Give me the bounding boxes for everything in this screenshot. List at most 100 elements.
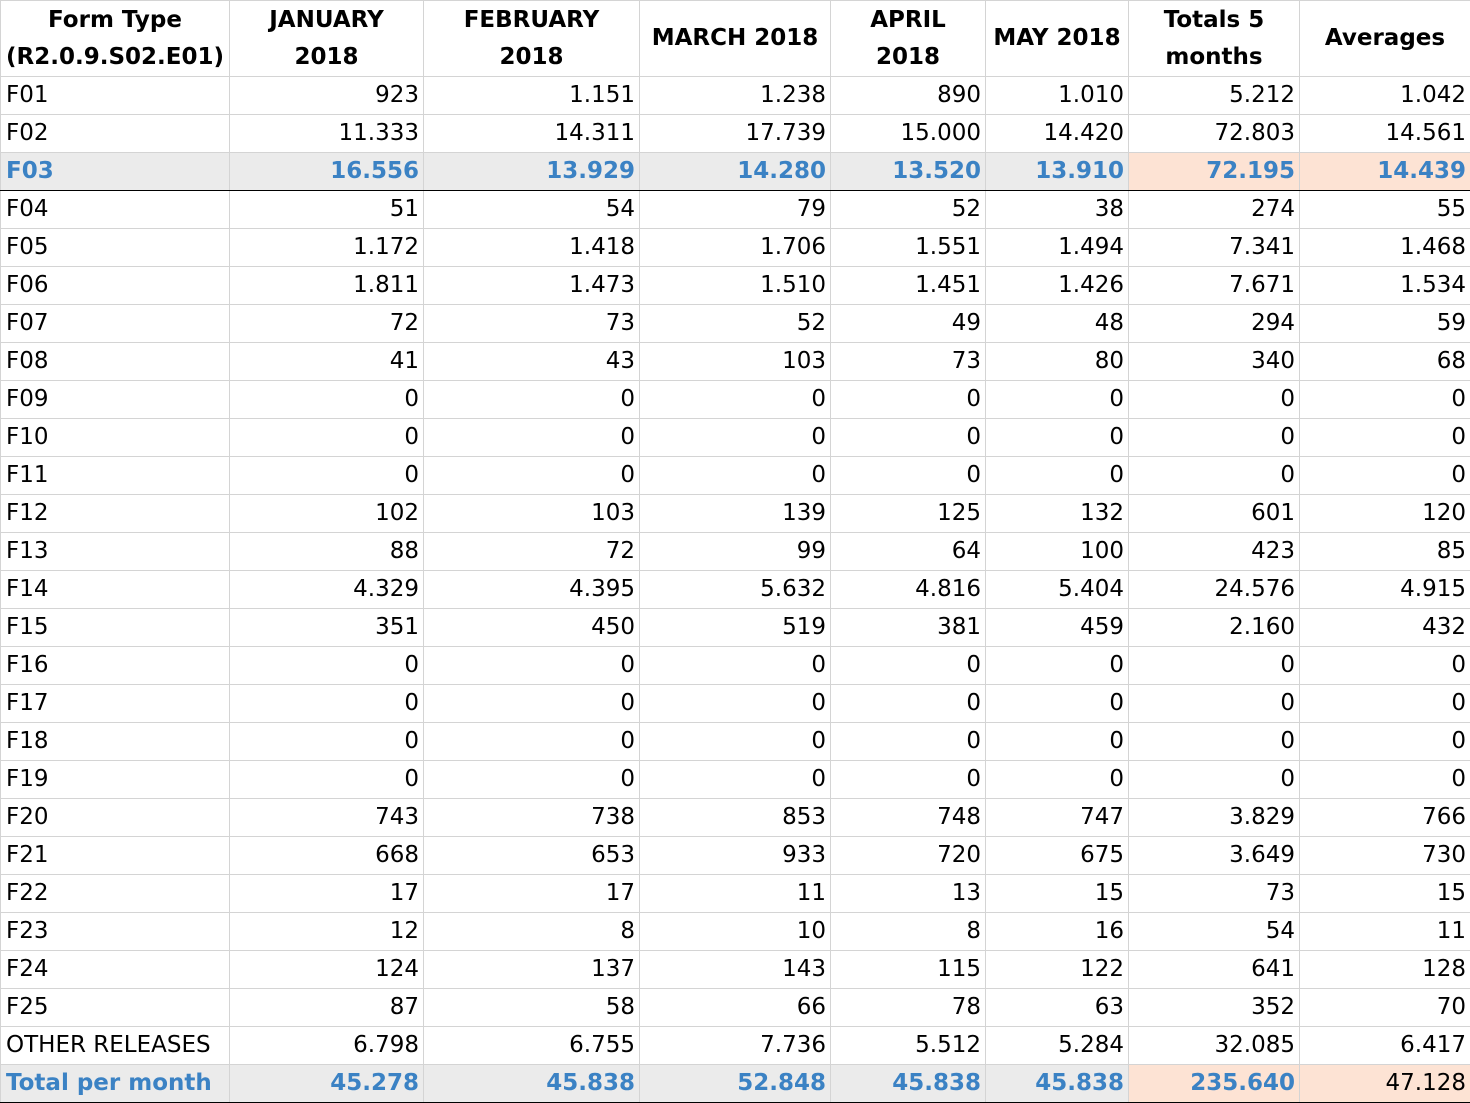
cell-value: 0 — [639, 380, 831, 419]
table-row: F14 4.329 4.395 5.632 4.816 5.404 24.576 4.915 — [0, 570, 1470, 609]
cell-value: 5.212 — [1128, 76, 1300, 115]
row-label: F15 — [0, 608, 230, 647]
row-label: F03 — [0, 152, 230, 191]
row-label: F07 — [0, 304, 230, 343]
cell-value: 0 — [985, 684, 1129, 723]
row-label: F18 — [0, 722, 230, 761]
row-label: F23 — [0, 912, 230, 951]
cell-value: 55 — [1299, 190, 1470, 229]
cell-value: 73 — [423, 304, 640, 343]
cell-value: 54 — [423, 190, 640, 229]
cell-value: 8 — [423, 912, 640, 951]
cell-value: 6.755 — [423, 1026, 640, 1065]
table-row: F08 41 43 103 73 80 340 68 — [0, 342, 1470, 381]
cell-value: 890 — [830, 76, 986, 115]
cell-value: 766 — [1299, 798, 1470, 837]
table-row: F13 88 72 99 64 100 423 85 — [0, 532, 1470, 571]
cell-value: 0 — [423, 722, 640, 761]
table-row: F21 668 653 933 720 675 3.649 730 — [0, 836, 1470, 875]
row-label: F19 — [0, 760, 230, 799]
cell-value: 7.671 — [1128, 266, 1300, 305]
cell-value: 24.576 — [1128, 570, 1300, 609]
cell-value: 423 — [1128, 532, 1300, 571]
cell-value: 14.561 — [1299, 114, 1470, 153]
cell-value: 0 — [830, 418, 986, 457]
cell-value: 58 — [423, 988, 640, 1027]
cell-value: 15 — [985, 874, 1129, 913]
cell-value: 923 — [229, 76, 424, 115]
cell-value: 0 — [229, 684, 424, 723]
table-row: F18 0 0 0 0 0 0 0 — [0, 722, 1470, 761]
cell-value: 137 — [423, 950, 640, 989]
cell-value: 1.426 — [985, 266, 1129, 305]
cell-value: 1.510 — [639, 266, 831, 305]
table-row: F11 0 0 0 0 0 0 0 — [0, 456, 1470, 495]
row-label: F01 — [0, 76, 230, 115]
cell-value: 72.803 — [1128, 114, 1300, 153]
cell-value: 14.280 — [639, 152, 831, 191]
cell-value: 0 — [639, 684, 831, 723]
cell-value: 15.000 — [830, 114, 986, 153]
cell-value: 1.238 — [639, 76, 831, 115]
cell-value: 5.404 — [985, 570, 1129, 609]
cell-value: 63 — [985, 988, 1129, 1027]
cell-value: 11.333 — [229, 114, 424, 153]
cell-value: 0 — [985, 646, 1129, 685]
cell-value: 3.829 — [1128, 798, 1300, 837]
cell-value: 1.551 — [830, 228, 986, 267]
cell-value: 0 — [1128, 380, 1300, 419]
cell-value: 99 — [639, 532, 831, 571]
total-value: 45.838 — [423, 1064, 640, 1103]
row-label: F20 — [0, 798, 230, 837]
table-row: F25 87 58 66 78 63 352 70 — [0, 988, 1470, 1027]
row-label: F12 — [0, 494, 230, 533]
row-label: F10 — [0, 418, 230, 457]
cell-value: 0 — [229, 722, 424, 761]
cell-value: 13.910 — [985, 152, 1129, 191]
table-row: F17 0 0 0 0 0 0 0 — [0, 684, 1470, 723]
header-may: MAY 2018 — [985, 0, 1129, 77]
cell-value: 14.420 — [985, 114, 1129, 153]
cell-value: 748 — [830, 798, 986, 837]
cell-value: 0 — [1299, 418, 1470, 457]
row-label: F11 — [0, 456, 230, 495]
cell-value: 72 — [229, 304, 424, 343]
table-row: F02 11.333 14.311 17.739 15.000 14.420 72.803 1… — [0, 114, 1470, 153]
cell-value: 16 — [985, 912, 1129, 951]
cell-value: 52 — [639, 304, 831, 343]
cell-value: 80 — [985, 342, 1129, 381]
row-label: F16 — [0, 646, 230, 685]
cell-value: 1.473 — [423, 266, 640, 305]
cell-value: 103 — [639, 342, 831, 381]
cell-value: 1.151 — [423, 76, 640, 115]
total-value: 235.640 — [1128, 1064, 1300, 1103]
cell-value: 48 — [985, 304, 1129, 343]
cell-value: 120 — [1299, 494, 1470, 533]
cell-value: 4.329 — [229, 570, 424, 609]
table-row: F23 12 8 10 8 16 54 11 — [0, 912, 1470, 951]
cell-value: 1.706 — [639, 228, 831, 267]
cell-value: 0 — [1299, 684, 1470, 723]
row-label: OTHER RELEASES — [0, 1026, 230, 1065]
cell-value: 0 — [423, 760, 640, 799]
cell-value: 1.468 — [1299, 228, 1470, 267]
total-label: Total per month — [0, 1064, 230, 1103]
cell-value: 0 — [423, 418, 640, 457]
cell-value: 0 — [985, 456, 1129, 495]
header-feb: FEBRUARY 2018 — [423, 0, 640, 77]
table-row: F15 351 450 519 381 459 2.160 432 — [0, 608, 1470, 647]
cell-value: 0 — [1128, 722, 1300, 761]
cell-value: 68 — [1299, 342, 1470, 381]
cell-value: 352 — [1128, 988, 1300, 1027]
cell-value: 0 — [639, 456, 831, 495]
row-label: F09 — [0, 380, 230, 419]
cell-value: 747 — [985, 798, 1129, 837]
cell-value: 100 — [985, 532, 1129, 571]
row-label: F14 — [0, 570, 230, 609]
cell-value: 88 — [229, 532, 424, 571]
row-label: F21 — [0, 836, 230, 875]
table-row: OTHER RELEASES 6.798 6.755 7.736 5.512 5.284 3… — [0, 1026, 1470, 1065]
cell-value: 15 — [1299, 874, 1470, 913]
cell-value: 1.042 — [1299, 76, 1470, 115]
cell-value: 0 — [423, 456, 640, 495]
